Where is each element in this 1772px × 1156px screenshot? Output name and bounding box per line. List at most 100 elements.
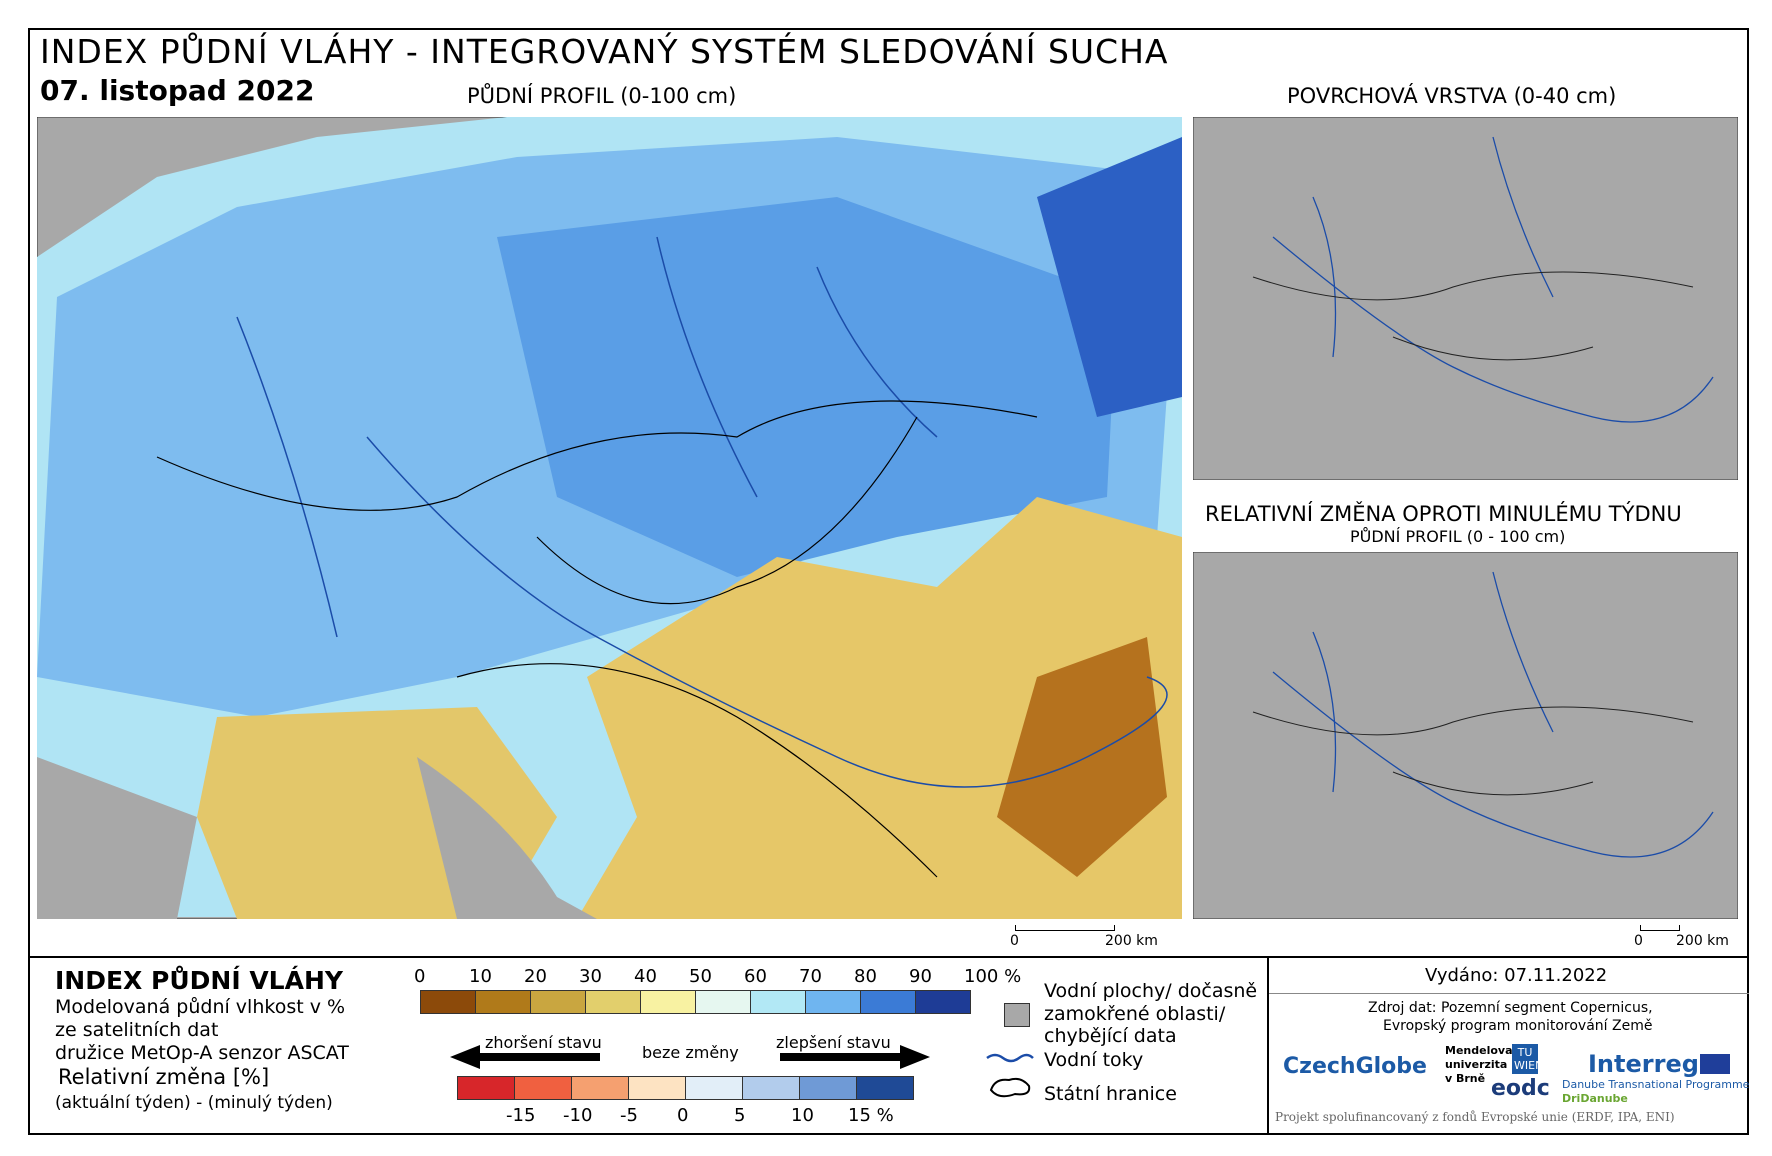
logo: v Brně	[1445, 1072, 1486, 1085]
map-title: PŮDNÍ PROFIL (0-100 cm)	[467, 84, 737, 108]
footer: Projekt spolufinancovaný z fondů Evropsk…	[1275, 1110, 1675, 1124]
arrow-left	[450, 1045, 600, 1069]
scale-bar	[1015, 925, 1115, 931]
logo: Interreg	[1588, 1050, 1699, 1078]
index-tick: 40	[634, 966, 657, 987]
change-tick: -10	[563, 1105, 593, 1126]
index-swatch	[860, 990, 916, 1014]
wet-area	[497, 197, 1117, 577]
rivers	[1272, 136, 1714, 423]
logo: DriDanube	[1562, 1092, 1628, 1105]
legend-text: Modelovaná půdní vlhkost v %	[55, 996, 346, 1018]
change-swatch	[628, 1076, 686, 1100]
main-map	[37, 117, 1182, 919]
index-tick: 30	[579, 966, 602, 987]
index-swatch	[420, 990, 476, 1014]
legend-text: Relativní změna [%]	[58, 1065, 270, 1089]
border-icon	[989, 1077, 1031, 1098]
logo: univerzita	[1445, 1058, 1508, 1071]
change-swatch	[457, 1076, 515, 1100]
index-tick: 50	[689, 966, 712, 987]
arrow-right	[780, 1045, 930, 1069]
index-tick: 90	[909, 966, 932, 987]
divider	[1269, 993, 1749, 994]
source: Evropský program monitorování Země	[1383, 1018, 1653, 1034]
arrow-label: zhoršení stavu	[485, 1033, 602, 1052]
arrow-label: zlepšení stavu	[776, 1033, 891, 1052]
key-text: Vodní toky	[1044, 1049, 1144, 1071]
key-icons	[986, 1053, 1034, 1098]
scale-label: 0	[1634, 933, 1643, 949]
change-swatch	[742, 1076, 800, 1100]
change-map	[1193, 552, 1738, 919]
index-tick: 100 %	[964, 966, 1022, 987]
change-tick: 0	[677, 1105, 689, 1126]
issued: Vydáno: 07.11.2022	[1425, 965, 1608, 986]
change-tick: -5	[620, 1105, 638, 1126]
borders	[156, 400, 1038, 878]
missing-swatch	[1004, 1003, 1030, 1027]
scale-label: 200 km	[1105, 933, 1158, 949]
key-text: Vodní plochy/ dočasně	[1044, 980, 1258, 1002]
rivers	[236, 236, 1168, 788]
borders	[1252, 271, 1694, 361]
borders	[1252, 706, 1694, 796]
wet-area	[1037, 137, 1182, 417]
legend-title: INDEX PŮDNÍ VLÁHY	[55, 966, 343, 995]
change-tick: 10	[791, 1105, 814, 1126]
change-tick: 5	[734, 1105, 746, 1126]
logo: eodc	[1491, 1076, 1550, 1101]
rivers	[1272, 571, 1714, 858]
divider	[28, 956, 1749, 958]
river-icon	[986, 1053, 1034, 1063]
logo: TU WIEN	[1512, 1044, 1544, 1074]
index-swatch	[695, 990, 751, 1014]
key-text: Státní hranice	[1044, 1083, 1177, 1105]
scale-label: 200 km	[1676, 933, 1729, 949]
index-tick: 80	[854, 966, 877, 987]
frame	[28, 28, 1749, 1135]
change-swatch	[856, 1076, 914, 1100]
legend-text: (aktuální týden) - (minulý týden)	[55, 1093, 333, 1113]
title: INDEX PŮDNÍ VLÁHY - INTEGROVANÝ SYSTÉM S…	[40, 32, 1169, 71]
index-tick: 60	[744, 966, 767, 987]
divider	[1267, 956, 1269, 1135]
change-tick: -15	[506, 1105, 536, 1126]
key-text: chybějící data	[1044, 1025, 1177, 1047]
date: 07. listopad 2022	[40, 74, 315, 107]
sea	[417, 757, 597, 919]
key-text: zamokřené oblasti/	[1044, 1003, 1226, 1025]
logo: Danube Transnational Programme	[1562, 1078, 1750, 1091]
change-tick: 15 %	[848, 1105, 894, 1126]
scale-bar	[1640, 925, 1680, 931]
index-swatch	[530, 990, 586, 1014]
map-bg	[1193, 117, 1738, 480]
arrow-label: beze změny	[642, 1043, 739, 1062]
map-title: RELATIVNÍ ZMĚNA OPROTI MINULÉMU TÝDNU	[1205, 502, 1682, 526]
index-tick: 70	[799, 966, 822, 987]
eu-flag	[1700, 1054, 1730, 1074]
scale-label: 0	[1010, 933, 1019, 949]
legend-text: ze satelitních dat	[55, 1019, 219, 1041]
logo: Mendelova	[1445, 1044, 1513, 1057]
change-swatch	[799, 1076, 857, 1100]
index-swatch	[475, 990, 531, 1014]
map-title: POVRCHOVÁ VRSTVA (0-40 cm)	[1287, 84, 1617, 108]
dry-area	[997, 637, 1167, 877]
surface-map	[1193, 117, 1738, 480]
source: Zdroj dat: Pozemní segment Copernicus,	[1368, 1000, 1653, 1016]
index-tick: 20	[524, 966, 547, 987]
change-swatch	[514, 1076, 572, 1100]
index-swatch	[750, 990, 806, 1014]
logo: CzechGlobe	[1283, 1054, 1427, 1079]
index-swatch	[640, 990, 696, 1014]
arrows	[450, 1045, 930, 1069]
index-swatch	[805, 990, 861, 1014]
sea	[37, 757, 197, 919]
change-swatch	[685, 1076, 743, 1100]
index-tick: 0	[414, 966, 426, 987]
legend-text: družice MetOp-A senzor ASCAT	[55, 1042, 349, 1064]
index-tick: 10	[469, 966, 492, 987]
change-swatch	[571, 1076, 629, 1100]
